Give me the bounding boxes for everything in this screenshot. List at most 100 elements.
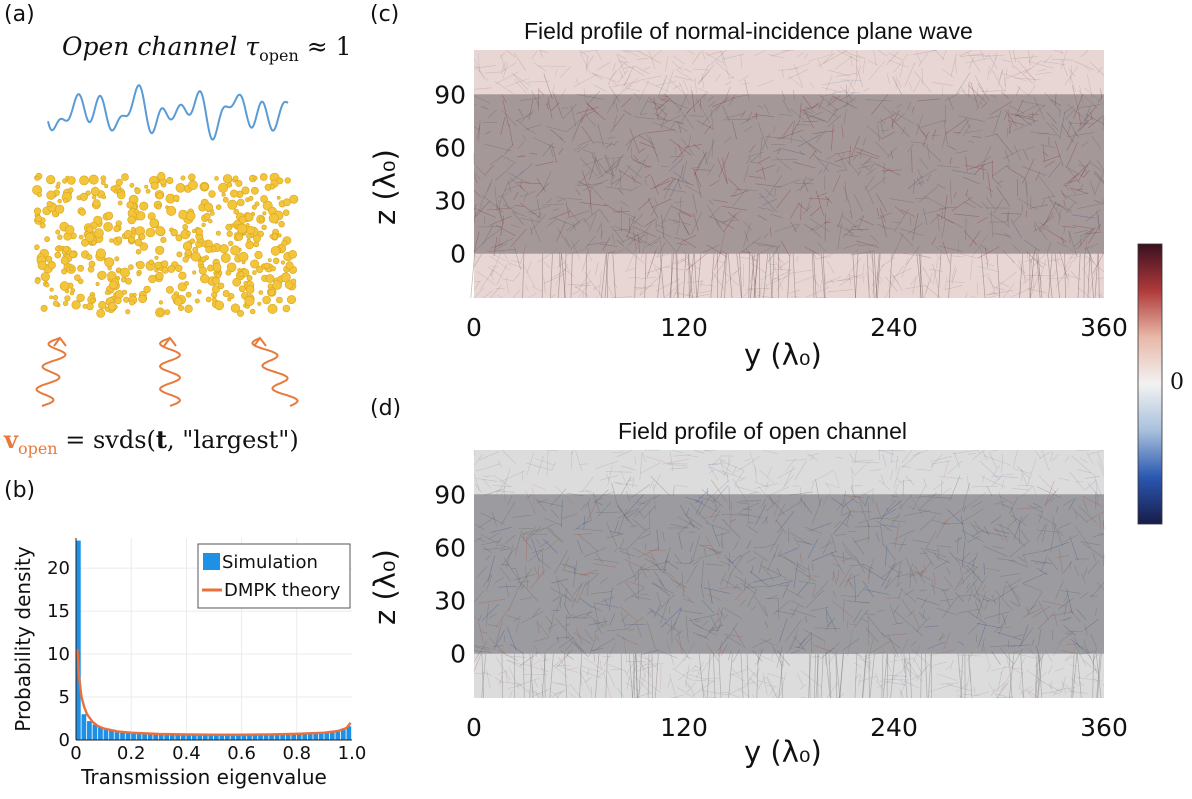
- histogram-bar: [329, 732, 335, 740]
- histogram-bar: [302, 733, 308, 740]
- histogram-bar: [180, 734, 186, 740]
- histogram-bar: [147, 733, 153, 740]
- y-tick-label: 5: [59, 687, 70, 708]
- x-tick-label-c: 360: [1080, 313, 1128, 342]
- eigenvalue-histogram: 0 0.2 0.4 0.6 0.8 1.0 0 5 10 15 20 Transmission eig…: [11, 538, 366, 789]
- histogram-bar: [219, 734, 225, 740]
- colorbar-zero-label: 0: [1170, 370, 1184, 395]
- histogram-bar: [169, 734, 175, 740]
- scattering-slab: [32, 171, 299, 318]
- y-tick-label-c: 90: [434, 80, 466, 109]
- scattering-medium-region: [474, 94, 1104, 254]
- open-channel-title-text: Open channel τ: [62, 32, 260, 61]
- open-channel-title: Open channel τopen ≈ 1: [62, 32, 352, 65]
- histogram-bar: [153, 734, 158, 740]
- x-tick-label-d: 120: [660, 713, 708, 742]
- open-channel-formula: vopen = svds(t, "largest"): [4, 425, 299, 458]
- incident-wave-3: [251, 337, 299, 407]
- histogram-bar: [285, 734, 291, 740]
- panel-b-label: (b): [4, 478, 36, 503]
- y-tick-label-d: 0: [450, 640, 466, 669]
- histogram-bar: [247, 734, 252, 740]
- legend-label-dmpk: DMPK theory: [224, 580, 341, 601]
- histogram-bar: [120, 732, 125, 740]
- histogram-bar: [346, 726, 352, 740]
- incident-waves: [35, 336, 299, 407]
- histogram-ylabel: Probability density: [11, 546, 35, 732]
- histogram-bar: [103, 728, 109, 740]
- x-tick-label: 0.2: [117, 743, 146, 764]
- histogram-bar: [335, 731, 341, 740]
- histogram-bar: [81, 714, 87, 740]
- histogram-bar: [280, 734, 285, 740]
- histogram-bar: [76, 540, 81, 740]
- incident-wave-2: [158, 337, 182, 407]
- panel-d-label: (d): [370, 396, 402, 421]
- histogram-bar: [258, 734, 263, 740]
- histogram-bar: [175, 734, 181, 740]
- field-texture: [473, 449, 1105, 699]
- histogram-bar: [269, 734, 274, 740]
- x-tick-label: 0.8: [282, 743, 311, 764]
- histogram-bar: [230, 734, 236, 740]
- legend-label-simulation: Simulation: [222, 552, 318, 573]
- histogram-bar: [158, 734, 164, 740]
- histogram-bar: [109, 730, 114, 740]
- legend-swatch-simulation: [203, 553, 220, 570]
- histogram-bar: [291, 733, 296, 740]
- x-tick-label: 1.0: [338, 743, 367, 764]
- histogram-bar: [225, 734, 230, 740]
- colorbar: [1137, 243, 1163, 525]
- panel-d-ylabel: z (λ₀): [368, 549, 402, 625]
- histogram-bar: [164, 734, 170, 740]
- x-tick-label-c: 240: [870, 313, 918, 342]
- scattering-medium-region: [474, 494, 1104, 654]
- histogram-bar: [307, 733, 313, 740]
- histogram-bar: [98, 727, 103, 740]
- x-tick-label-d: 0: [466, 713, 482, 742]
- panel-a-label: (a): [4, 2, 35, 27]
- histogram-bar: [236, 734, 241, 740]
- open-channel-title-sub: open: [259, 46, 299, 65]
- histogram-bar: [263, 734, 269, 740]
- incident-arrowhead-1: [53, 336, 67, 347]
- histogram-bar: [142, 733, 147, 740]
- panel-c-label: (c): [370, 2, 400, 27]
- formula-end: , "largest"): [167, 426, 299, 454]
- histogram-bar: [274, 734, 280, 740]
- field-open-channel-heatmap: 0 120 240 360 0 30 60 90: [434, 449, 1128, 742]
- y-tick-label-c: 30: [434, 187, 466, 216]
- y-tick-label: 15: [47, 601, 70, 622]
- histogram-bar: [214, 734, 219, 740]
- x-tick-label-c: 120: [660, 313, 708, 342]
- x-tick-label: 0: [70, 743, 81, 764]
- formula-t: t: [155, 425, 167, 454]
- incident-arrowhead-3: [253, 336, 267, 347]
- incident-arrowhead-2: [163, 336, 177, 347]
- histogram-bar: [252, 734, 258, 740]
- formula-sub: open: [17, 438, 58, 458]
- histogram-bar: [202, 734, 208, 740]
- panel-c-ylabel: z (λ₀): [368, 149, 402, 225]
- histogram-bar: [191, 734, 197, 740]
- panel-c-xlabel: y (λ₀): [744, 338, 822, 372]
- histogram-bar: [324, 732, 330, 740]
- histogram-bar: [136, 733, 142, 740]
- y-tick-label: 0: [59, 730, 70, 751]
- y-tick-label-c: 0: [450, 240, 466, 269]
- histogram-bar: [208, 734, 214, 740]
- histogram-bar: [131, 733, 136, 740]
- y-tick-label: 20: [47, 558, 70, 579]
- histogram-bar: [340, 729, 346, 740]
- formula-rest: = svds(: [57, 426, 156, 454]
- histogram-bar: [186, 734, 192, 740]
- field-texture: [470, 49, 1105, 299]
- histogram-bar: [114, 731, 120, 740]
- panel-c-title: Field profile of normal-incidence plane …: [524, 18, 973, 44]
- y-tick-label: 10: [47, 644, 70, 665]
- x-tick-label-c: 0: [466, 313, 482, 342]
- histogram-bar: [241, 734, 247, 740]
- histogram-bar: [197, 734, 203, 740]
- y-tick-label-d: 30: [434, 587, 466, 616]
- histogram-bar: [92, 724, 98, 740]
